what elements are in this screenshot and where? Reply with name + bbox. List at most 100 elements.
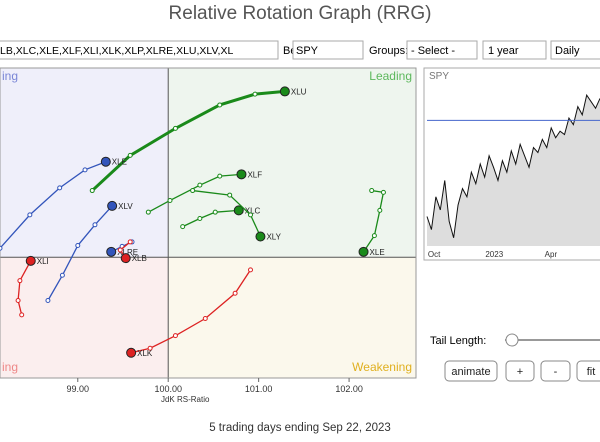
tail-point bbox=[202, 316, 208, 322]
head bbox=[126, 347, 137, 358]
tail-point bbox=[57, 185, 63, 191]
x-tick-label: 99.00 bbox=[67, 384, 90, 394]
tail-point bbox=[167, 197, 173, 203]
period-select[interactable] bbox=[482, 40, 547, 60]
title: Relative Rotation Graph (RRG) bbox=[169, 3, 432, 24]
x-tick-label: 102.00 bbox=[335, 384, 363, 394]
tail-point bbox=[27, 212, 33, 218]
tail bbox=[182, 209, 239, 228]
tail-point bbox=[17, 278, 23, 284]
tail-point bbox=[92, 222, 98, 228]
button[interactable] bbox=[540, 360, 571, 382]
button[interactable] bbox=[576, 360, 600, 382]
head bbox=[120, 253, 131, 264]
tail-point bbox=[248, 212, 254, 218]
frequency-select[interactable] bbox=[550, 40, 600, 60]
quadrant-label: ing bbox=[2, 360, 18, 374]
button[interactable] bbox=[444, 360, 498, 382]
tail-point bbox=[19, 312, 25, 318]
spy-x-label: Oct bbox=[428, 250, 441, 259]
head bbox=[107, 200, 118, 211]
tail-label: Tail Length: bbox=[430, 335, 486, 347]
tail-point bbox=[377, 207, 383, 213]
button-label: animate bbox=[451, 366, 490, 378]
tail-point bbox=[252, 91, 258, 97]
tail-point bbox=[197, 182, 203, 188]
frequency: Daily bbox=[555, 45, 580, 57]
tail-point bbox=[15, 298, 21, 303]
series-label: XLE bbox=[370, 248, 385, 257]
quadrant-label: Weakening bbox=[352, 360, 412, 374]
head bbox=[236, 169, 247, 180]
slider-knob[interactable] bbox=[505, 333, 519, 347]
head bbox=[255, 231, 266, 242]
head bbox=[25, 255, 36, 266]
symbols: LB,XLC,XLE,XLF,XLI,XLK,XLP,XLRE,XLU,XLV,… bbox=[0, 45, 233, 57]
quadrant-improving bbox=[0, 68, 169, 258]
head bbox=[233, 205, 244, 216]
x-tick-label: 100.00 bbox=[154, 384, 182, 394]
spy-area bbox=[427, 95, 600, 247]
benchmark-input[interactable] bbox=[292, 40, 364, 60]
tail-point bbox=[117, 247, 123, 253]
series-label: XLU bbox=[291, 87, 307, 96]
tail bbox=[17, 260, 32, 316]
footer: 5 trading days ending Sep 22, 2023 bbox=[209, 422, 391, 434]
series-label: XLF bbox=[247, 170, 262, 179]
symbols-input[interactable] bbox=[0, 40, 279, 60]
series-label: XLB bbox=[132, 254, 147, 263]
tail-point bbox=[217, 173, 223, 179]
quadrant-lagging bbox=[0, 257, 169, 378]
spy-line bbox=[426, 93, 600, 238]
tail bbox=[192, 189, 262, 237]
tail bbox=[130, 269, 252, 354]
tail-point bbox=[147, 345, 153, 351]
spy-title: SPY bbox=[429, 71, 449, 82]
tail-point bbox=[371, 233, 377, 239]
quadrant-label: Leading bbox=[369, 69, 412, 83]
head bbox=[106, 246, 117, 257]
groups-label: Groups: bbox=[369, 45, 408, 57]
x-tick-label: 101.00 bbox=[245, 384, 273, 394]
button-label: + bbox=[517, 366, 523, 378]
series-label: XLE bbox=[112, 158, 127, 167]
plot-border bbox=[0, 67, 417, 379]
benchmark: SPY bbox=[296, 45, 319, 57]
tail-point bbox=[232, 290, 238, 296]
series-label: XLC bbox=[245, 206, 261, 215]
series-label: XLRE bbox=[117, 248, 138, 257]
spy-x-label: Apr bbox=[545, 250, 558, 259]
quadrant-leading bbox=[168, 68, 416, 258]
tail bbox=[91, 89, 286, 192]
quadrant-weakening bbox=[168, 257, 416, 378]
groups: - Select - bbox=[411, 45, 455, 57]
tail-point bbox=[172, 125, 178, 131]
tail-point bbox=[127, 239, 133, 245]
groups-select[interactable] bbox=[406, 40, 478, 60]
x-axis-title: JdK RS-Ratio bbox=[161, 395, 210, 404]
head bbox=[279, 86, 290, 97]
tail-point bbox=[369, 188, 375, 194]
button-label: - bbox=[554, 366, 558, 378]
tail-point bbox=[82, 167, 88, 173]
tail-point bbox=[127, 152, 133, 158]
tail-point bbox=[145, 209, 151, 215]
tail-point bbox=[380, 189, 386, 195]
tail-point bbox=[212, 209, 218, 215]
series-label: XLY bbox=[266, 233, 281, 242]
tail-point bbox=[0, 245, 3, 251]
tail-point bbox=[227, 192, 233, 198]
tail-point bbox=[217, 102, 223, 108]
head bbox=[358, 246, 369, 257]
series-label: XLK bbox=[137, 349, 153, 358]
tail-point bbox=[172, 333, 178, 339]
tail-point bbox=[248, 267, 254, 273]
spy-x-label: 2023 bbox=[485, 250, 503, 259]
series-label: XLI bbox=[37, 257, 49, 266]
button-label: fit bbox=[587, 366, 596, 378]
tail-point bbox=[75, 243, 81, 249]
button[interactable] bbox=[505, 360, 535, 382]
period: 1 year bbox=[488, 45, 519, 57]
tail-point bbox=[190, 188, 196, 194]
